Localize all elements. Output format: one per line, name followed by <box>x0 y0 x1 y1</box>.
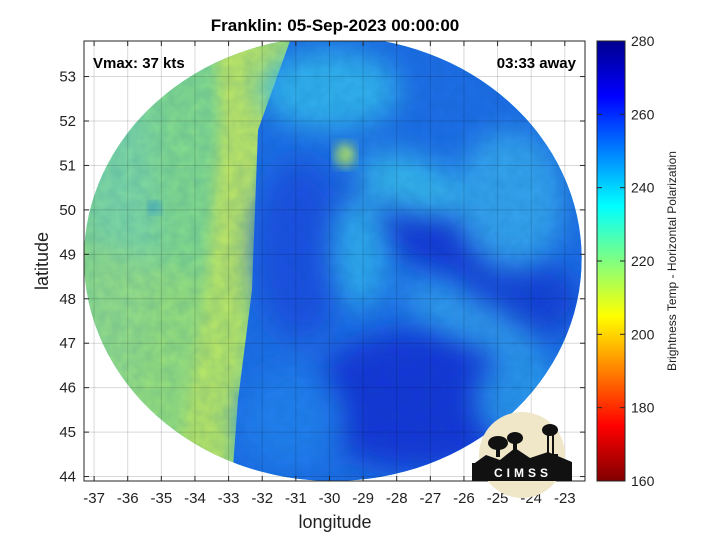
colorbar: 160 180 200 220 240 260 280 Brightness Temp - … <box>596 33 679 489</box>
x-tick-label: -29 <box>352 490 374 507</box>
cimss-logo: CIMSS <box>472 412 572 498</box>
x-tick-label: -34 <box>184 490 206 507</box>
colorbar-tick-label: 260 <box>631 106 655 122</box>
x-tick-label: -32 <box>251 490 273 507</box>
x-tick-label: -30 <box>319 490 341 507</box>
colorbar-label: Brightness Temp - Horizontal Polarizatio… <box>665 151 679 371</box>
grid-lines <box>84 41 585 481</box>
x-tick-label: -23 <box>554 490 576 507</box>
brightness-swath <box>84 41 582 481</box>
x-tick-label: -26 <box>453 490 475 507</box>
x-tick-label: -31 <box>285 490 307 507</box>
colorbar-tick-label: 240 <box>631 180 655 196</box>
y-axis-label: latitude <box>32 232 52 290</box>
y-tick-label: 48 <box>59 291 76 308</box>
chart-title: Franklin: 05-Sep-2023 00:00:00 <box>211 16 460 35</box>
plot-frame <box>83 40 586 482</box>
colorbar-tick-label: 280 <box>631 33 655 49</box>
y-tick-labels: 44 45 46 47 48 49 50 51 52 53 <box>59 69 585 486</box>
y-tick-label: 46 <box>59 380 76 397</box>
colorbar-tick-label: 160 <box>631 473 655 489</box>
x-tick-labels: -37 -36 -35 -34 -33 -32 -31 -30 -29 -28 -27 -26 -25 -… <box>83 41 576 507</box>
y-tick-label: 53 <box>59 69 76 86</box>
y-tick-label: 50 <box>59 202 76 219</box>
y-tick-label: 47 <box>59 335 76 352</box>
x-tick-label: -36 <box>117 490 139 507</box>
x-tick-label: -27 <box>419 490 441 507</box>
time-away-label: 03:33 away <box>497 55 577 72</box>
x-tick-label: -33 <box>218 490 240 507</box>
y-tick-label: 51 <box>59 157 76 174</box>
y-tick-label: 49 <box>59 246 76 263</box>
x-tick-label: -28 <box>386 490 408 507</box>
colorbar-tick-label: 200 <box>631 326 655 342</box>
y-tick-label: 52 <box>59 113 76 130</box>
x-tick-label: -25 <box>487 490 509 507</box>
x-tick-label: -35 <box>150 490 172 507</box>
x-tick-label: -37 <box>83 490 105 507</box>
x-axis-label: longitude <box>298 512 371 532</box>
vmax-label: Vmax: 37 kts <box>93 55 185 72</box>
y-tick-label: 44 <box>59 469 76 486</box>
logo-text: CIMSS <box>494 466 552 480</box>
colorbar-tick-label: 180 <box>631 400 655 416</box>
y-tick-label: 45 <box>59 424 76 441</box>
colorbar-tick-label: 220 <box>631 253 655 269</box>
colorbar-ticks: 160 180 200 220 240 260 280 <box>597 33 655 489</box>
